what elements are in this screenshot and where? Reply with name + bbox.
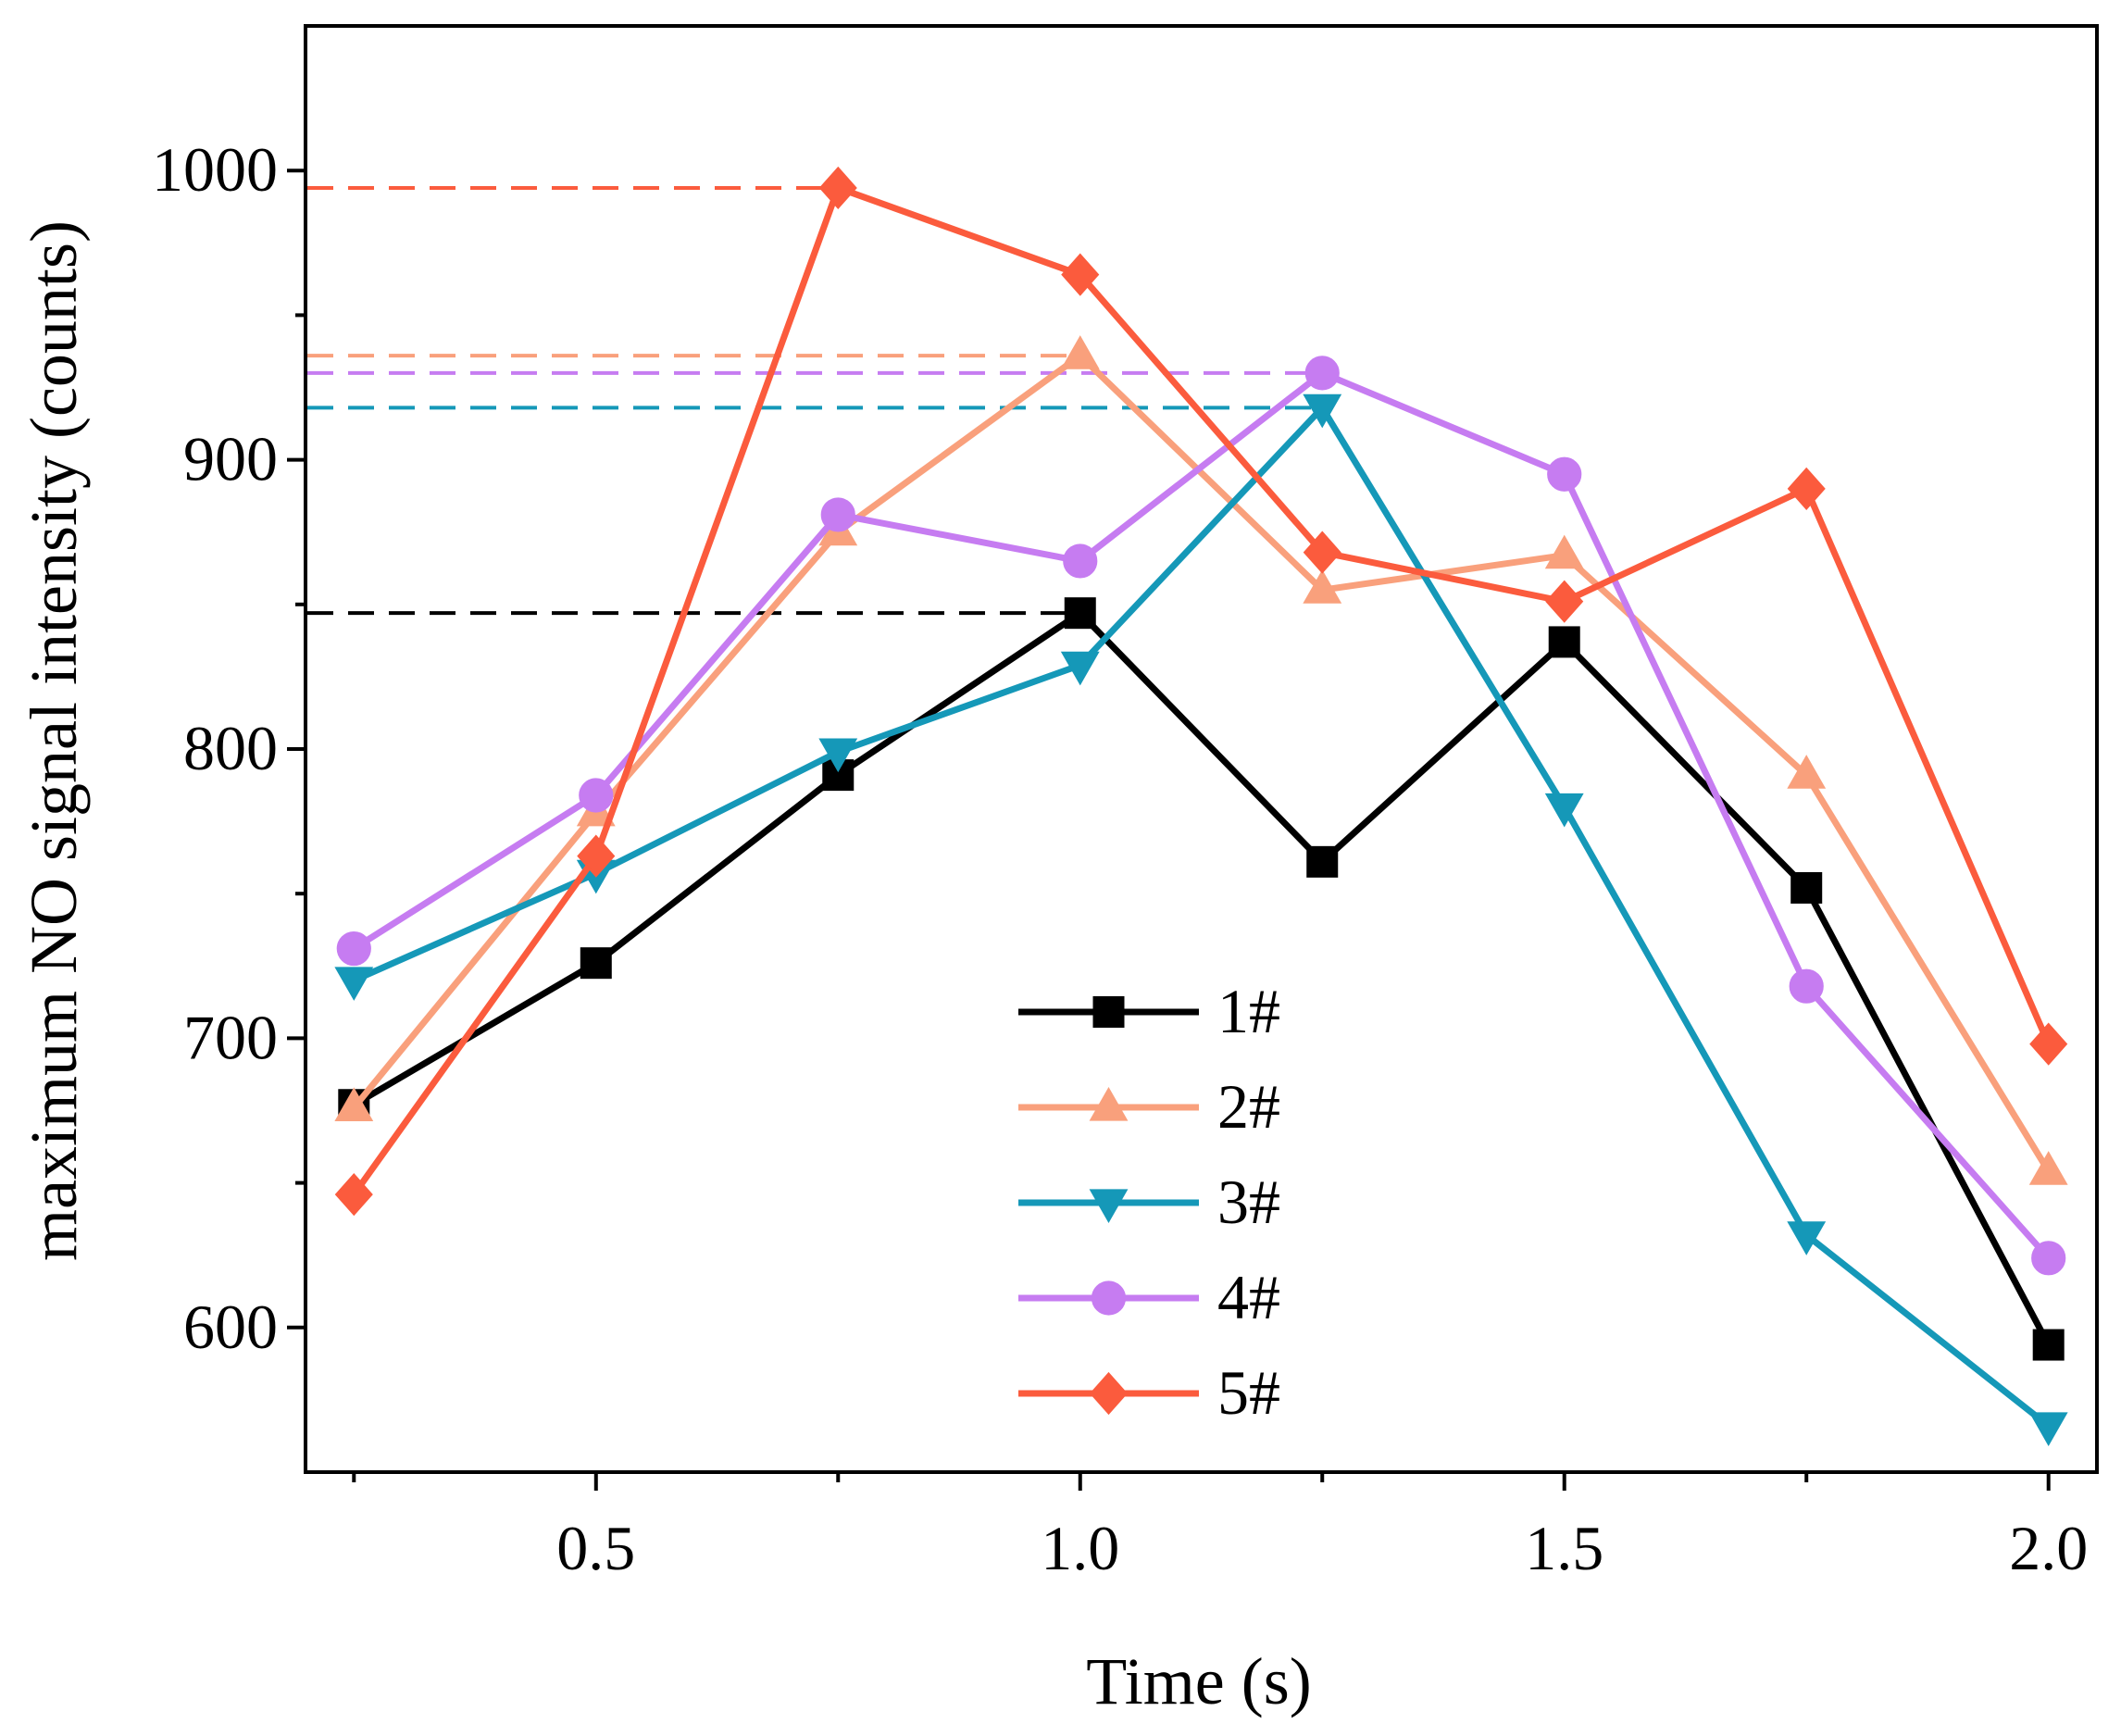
x-tick-label: 1.5: [1525, 1513, 1603, 1583]
series-line-1#: [352, 609, 2052, 1347]
data-point-3#: [1544, 793, 1584, 828]
data-point-5#: [1545, 580, 1584, 623]
x-axis-title: Time (s): [1086, 1644, 1311, 1718]
series-2#: [334, 335, 2068, 1185]
data-point-2#: [2028, 1151, 2068, 1185]
series-line-3#: [352, 404, 2051, 1429]
data-point-1#: [1306, 845, 1339, 878]
data-point-5#: [334, 1172, 373, 1217]
data-point-4#: [1789, 968, 1824, 1004]
y-tick-label: 600: [183, 1292, 278, 1362]
data-point-4#: [1063, 543, 1098, 579]
data-point-1#: [1064, 597, 1096, 630]
data-point-4#: [1547, 456, 1582, 492]
legend-item-3#: 3#: [1018, 1167, 1280, 1237]
data-point-1#: [580, 947, 612, 980]
legend-label: 1#: [1217, 976, 1280, 1046]
x-tick-label: 1.0: [1041, 1513, 1119, 1583]
data-point-4#: [579, 778, 614, 813]
data-point-5#: [577, 834, 616, 878]
legend-marker: [1089, 1371, 1129, 1416]
data-point-3#: [1787, 1221, 1827, 1255]
data-point-4#: [2031, 1241, 2066, 1276]
x-tick-label: 0.5: [556, 1513, 635, 1583]
data-point-4#: [336, 930, 371, 967]
data-point-2#: [334, 1087, 374, 1121]
legend-label: 3#: [1217, 1167, 1280, 1237]
data-point-5#: [1303, 531, 1341, 574]
legend-marker: [1089, 1189, 1129, 1224]
data-point-4#: [1304, 356, 1340, 391]
data-point-2#: [1060, 335, 1100, 369]
y-axis-title: maximum NO signal intensity (counts): [17, 220, 91, 1261]
data-point-1#: [2032, 1329, 2065, 1361]
series-group: [334, 166, 2068, 1447]
data-point-1#: [1790, 871, 1823, 904]
series-3#: [334, 393, 2068, 1447]
legend-marker: [1091, 1280, 1127, 1316]
legend-label: 2#: [1217, 1071, 1280, 1142]
data-point-3#: [1060, 651, 1100, 686]
legend-label: 5#: [1217, 1357, 1280, 1428]
y-tick-label: 1000: [152, 134, 278, 205]
y-tick-label: 900: [183, 424, 278, 494]
legend-item-2#: 2#: [1018, 1071, 1280, 1142]
x-tick-label: 2.0: [2009, 1513, 2088, 1583]
data-point-2#: [1787, 755, 1827, 789]
data-point-3#: [1303, 393, 1342, 429]
series-line-5#: [351, 184, 2052, 1197]
data-point-1#: [1548, 626, 1580, 658]
data-point-3#: [334, 967, 374, 1001]
data-point-2#: [1544, 534, 1584, 569]
series-5#: [334, 166, 2068, 1217]
legend: 1# 2# 3# 4# 5#: [1018, 976, 1280, 1428]
y-tick-label: 700: [183, 1002, 278, 1072]
legend-item-1#: 1#: [1018, 976, 1280, 1046]
data-point-4#: [820, 497, 855, 532]
series-line-2#: [351, 352, 2052, 1173]
data-point-5#: [1787, 467, 1826, 510]
data-point-3#: [2028, 1412, 2068, 1447]
legend-item-5#: 5#: [1018, 1357, 1280, 1428]
axes-group: 0.5 1.0 1.5 2.0 600 700 800 900 1000: [152, 134, 2088, 1583]
data-point-5#: [1061, 253, 1100, 296]
data-point-3#: [818, 738, 858, 773]
series-1#: [338, 597, 2065, 1361]
y-tick-label: 800: [183, 713, 278, 783]
data-point-5#: [2029, 1022, 2068, 1066]
max-reference-lines: [307, 185, 1323, 616]
legend-marker: [1092, 996, 1125, 1028]
legend-item-4#: 4#: [1018, 1262, 1280, 1332]
data-point-2#: [1303, 569, 1342, 604]
data-point-5#: [818, 166, 857, 210]
legend-marker: [1089, 1086, 1129, 1121]
legend-label: 4#: [1217, 1262, 1280, 1332]
